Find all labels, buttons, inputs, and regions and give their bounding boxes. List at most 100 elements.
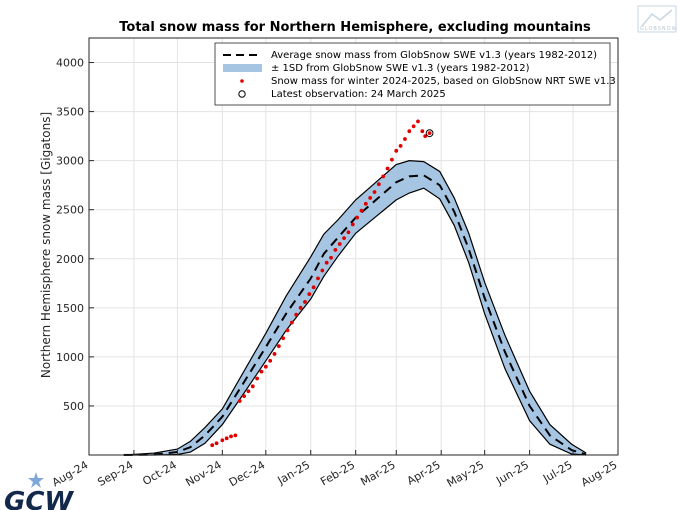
legend-swatch-points	[240, 79, 244, 83]
plot-area-border	[88, 37, 619, 456]
observed-point	[333, 248, 338, 252]
sd-band-area	[123, 160, 587, 455]
average-line	[123, 174, 587, 456]
observed-point	[324, 260, 329, 265]
observed-point	[355, 215, 360, 220]
observed-point	[350, 222, 355, 227]
x-tick-label: Feb-25	[318, 458, 357, 488]
x-tick-label: Aug-24	[50, 458, 91, 489]
observed-point	[381, 174, 386, 179]
observed-point	[259, 369, 264, 374]
observed-points	[210, 119, 432, 448]
y-axis-label: Northern Hemisphere snow mass [Gigatons]	[39, 112, 53, 378]
observed-point	[242, 394, 246, 399]
observed-point	[342, 236, 346, 241]
x-tick-label: Apr-25	[405, 458, 443, 487]
observed-point	[407, 129, 412, 134]
legend-entry-band: ± 1SD from GlobSnow SWE v1.3 (years 1982…	[271, 63, 530, 74]
x-tick-label: Sep-24	[95, 458, 135, 489]
observed-point	[255, 376, 260, 381]
observed-point	[394, 148, 399, 153]
observed-point	[423, 134, 428, 139]
observed-point	[337, 242, 342, 246]
legend: Average snow mass from GlobSnow SWE v1.3…	[214, 42, 616, 106]
y-tick-label: 2000	[56, 253, 84, 266]
observed-point	[246, 389, 251, 394]
observed-point	[311, 285, 316, 290]
y-tick-label: 500	[63, 400, 84, 413]
observed-point	[250, 384, 255, 389]
observed-point	[294, 312, 299, 317]
observed-point	[329, 255, 333, 260]
y-tick-label: 1500	[56, 302, 84, 315]
sd-band-upper-edge	[123, 160, 587, 456]
observed-point	[411, 124, 416, 129]
observed-point	[346, 230, 351, 235]
observed-point	[263, 364, 268, 369]
x-tick-label: Jun-25	[493, 458, 531, 487]
watermark-logo: GLOBSNOW	[637, 5, 678, 33]
observed-point	[427, 131, 432, 136]
observed-point	[210, 443, 215, 448]
y-axis-ticks: 500 1000 1500 2000 2500 3000 3500 4000	[56, 57, 94, 413]
watermark-box	[637, 5, 677, 33]
observed-point	[420, 129, 425, 134]
observed-point	[385, 166, 390, 171]
latest-observation-point	[425, 129, 434, 138]
observed-point	[303, 300, 307, 304]
x-tick-label: Nov-24	[183, 458, 223, 489]
x-axis-ticks: Aug-24 Sep-24 Oct-24 Nov-24 Dec-24 Jan-25 Feb-…	[50, 450, 620, 490]
x-tick-label: May-25	[445, 458, 487, 490]
observed-point	[237, 399, 242, 403]
x-tick-label: Mar-25	[358, 458, 397, 488]
legend-entry-latest: Latest observation: 24 March 2025	[271, 89, 446, 100]
observed-point	[320, 268, 325, 273]
observed-point	[290, 320, 294, 325]
x-tick-label: Dec-24	[227, 458, 268, 489]
star-icon	[28, 472, 44, 488]
observed-point	[298, 305, 303, 310]
x-tick-label: Aug-25	[579, 458, 620, 489]
latest-observation-marker	[425, 129, 434, 138]
gcw-logo: GCW	[4, 472, 74, 510]
observed-point	[272, 352, 277, 356]
legend-entry-average: Average snow mass from GlobSnow SWE v1.3…	[271, 50, 597, 61]
observed-point	[390, 157, 394, 162]
observed-point	[285, 328, 290, 333]
y-tick-label: 3000	[56, 155, 84, 168]
observed-point	[398, 144, 403, 148]
y-tick-label: 4000	[56, 57, 84, 70]
y-tick-label: 2500	[56, 204, 84, 217]
observed-point	[416, 119, 420, 124]
legend-swatch-band	[223, 64, 262, 72]
watermark-text: GLOBSNOW	[640, 26, 678, 32]
observed-point	[368, 196, 373, 200]
observed-point	[372, 190, 377, 194]
observed-point	[276, 344, 281, 348]
legend-swatch-latest	[238, 90, 246, 98]
chart-title: Total snow mass for Northern Hemisphere,…	[119, 20, 591, 35]
x-tick-label: Jul-25	[540, 458, 574, 485]
average-line-path	[123, 174, 587, 456]
observed-point	[268, 358, 273, 363]
observed-point	[376, 182, 381, 187]
observed-point	[363, 201, 368, 206]
observed-point	[359, 208, 364, 213]
logo-text: GCW	[4, 487, 74, 510]
y-tick-label: 1000	[56, 351, 84, 364]
observed-point	[214, 441, 219, 446]
legend-box	[214, 42, 611, 106]
observed-point	[403, 137, 407, 141]
sd-band	[123, 160, 587, 456]
watermark-graph	[641, 9, 673, 27]
y-tick-label: 3500	[56, 106, 84, 119]
observed-point	[316, 276, 320, 281]
observed-point	[220, 438, 225, 443]
observed-point	[233, 433, 238, 438]
observed-point	[229, 434, 233, 439]
legend-entry-points: Snow mass for winter 2024-2025, based on…	[271, 76, 616, 87]
observed-point	[224, 436, 229, 441]
observed-point	[307, 292, 312, 296]
sd-band-lower-edge	[123, 187, 587, 456]
